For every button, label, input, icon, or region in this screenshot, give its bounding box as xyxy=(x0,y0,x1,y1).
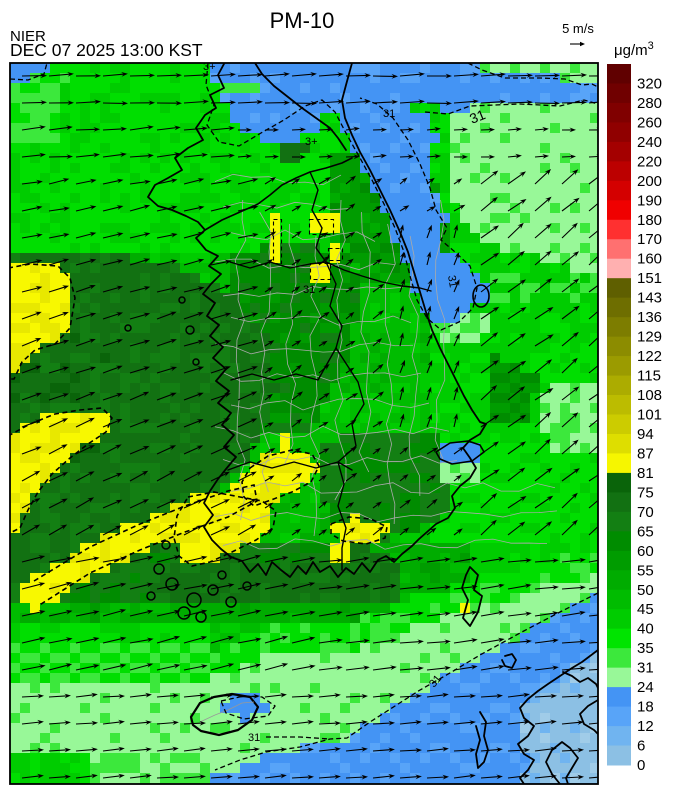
svg-text:μg/m3: μg/m3 xyxy=(614,40,654,59)
svg-text:24: 24 xyxy=(637,679,654,696)
svg-text:3+: 3+ xyxy=(203,61,216,73)
svg-text:190: 190 xyxy=(637,192,662,209)
svg-text:108: 108 xyxy=(637,387,662,404)
svg-text:320: 320 xyxy=(637,76,662,93)
svg-text:94: 94 xyxy=(637,426,654,443)
svg-text:87: 87 xyxy=(637,445,654,462)
svg-text:200: 200 xyxy=(637,173,662,190)
svg-text:129: 129 xyxy=(637,329,662,346)
svg-text:31: 31 xyxy=(637,660,654,677)
svg-text:70: 70 xyxy=(637,504,654,521)
svg-text:160: 160 xyxy=(637,251,662,268)
svg-text:35: 35 xyxy=(637,640,654,657)
svg-text:31: 31 xyxy=(248,732,260,744)
svg-text:115: 115 xyxy=(637,368,661,385)
svg-text:180: 180 xyxy=(637,212,662,229)
svg-text:45: 45 xyxy=(637,601,654,618)
svg-text:240: 240 xyxy=(637,134,662,151)
svg-text:81: 81 xyxy=(637,465,654,482)
svg-text:55: 55 xyxy=(637,562,654,579)
svg-text:136: 136 xyxy=(637,309,662,326)
svg-text:280: 280 xyxy=(637,95,662,112)
svg-text:6: 6 xyxy=(637,738,645,755)
svg-text:260: 260 xyxy=(637,114,662,131)
svg-text:NIER: NIER xyxy=(10,28,46,45)
svg-text:220: 220 xyxy=(637,153,662,170)
svg-text:31: 31 xyxy=(445,274,459,288)
svg-text:65: 65 xyxy=(637,523,654,540)
svg-text:3+: 3+ xyxy=(305,136,318,148)
svg-text:60: 60 xyxy=(637,543,654,560)
svg-text:31: 31 xyxy=(383,108,395,120)
svg-text:PM-10: PM-10 xyxy=(270,8,335,33)
svg-text:170: 170 xyxy=(637,231,662,248)
svg-text:151: 151 xyxy=(637,270,662,287)
svg-text:101: 101 xyxy=(637,407,662,424)
svg-text:12: 12 xyxy=(637,718,654,735)
svg-text:DEC 07 2025 13:00 KST: DEC 07 2025 13:00 KST xyxy=(10,40,203,60)
svg-text:122: 122 xyxy=(637,348,662,365)
svg-text:50: 50 xyxy=(637,582,654,599)
svg-text:31: 31 xyxy=(467,106,488,127)
svg-text:75: 75 xyxy=(637,484,654,501)
svg-text:18: 18 xyxy=(637,699,654,716)
svg-text:31: 31 xyxy=(303,284,315,296)
svg-text:143: 143 xyxy=(637,290,662,307)
svg-text:0: 0 xyxy=(637,757,645,774)
svg-text:40: 40 xyxy=(637,621,654,638)
svg-text:5 m/s: 5 m/s xyxy=(562,21,594,36)
